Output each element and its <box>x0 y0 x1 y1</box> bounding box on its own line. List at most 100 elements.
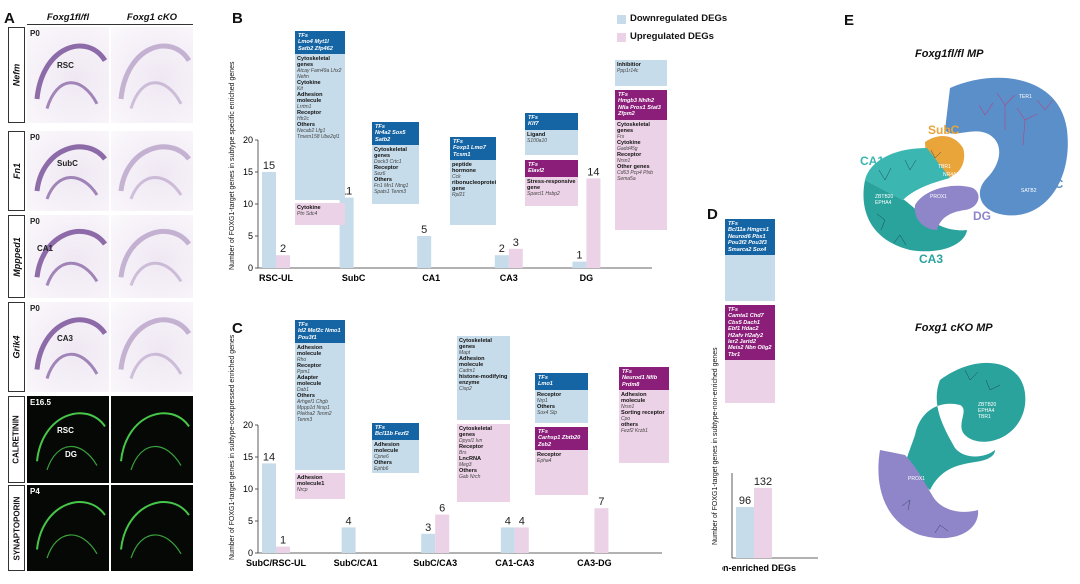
label-ctrl-rsc: RSC <box>1038 177 1064 191</box>
box-header: TFs Nr4a2 Sox5 Satb2 <box>372 122 419 146</box>
box-header: TFs Foxp1 Lmo7 Tcsm1 <box>450 137 496 161</box>
box-category: Others <box>374 177 393 184</box>
box-c-sca3-down: Cytoskeletal genes Mapt Adhesion molecule C… <box>457 336 510 420</box>
bar-data-label: 11 <box>341 186 352 198</box>
box-category: Cytokine <box>617 139 641 146</box>
box-category: Cytokine <box>297 205 321 211</box>
panel-a-row-gene: SYNAPTOPORIN <box>12 496 21 560</box>
bar-data-label: 14 <box>263 451 275 463</box>
bar-data-label: 6 <box>439 503 445 515</box>
box-category: Receptor <box>459 444 484 450</box>
panel-a-age: P4 <box>30 487 40 496</box>
box-header: TFs Neurod1 Nfib Prdm8 <box>619 367 669 391</box>
panel-a-image-ctrl: P4 <box>27 485 109 571</box>
box-header: TFs Id2 Mef2c Nmo1 Pou3f1 <box>295 320 345 344</box>
box-b-ca1-down: TFs Foxp1 Lmo7 Tcsm1 peptide hormone Cck rib… <box>450 137 496 225</box>
legend-swatch-down <box>617 15 626 24</box>
y-tick-label: 5 <box>248 516 253 526</box>
x-category-label: CA1 <box>422 273 440 283</box>
box-genes: Meg3 <box>459 462 472 468</box>
panel-e-title-cko: Foxg1 cKO MP <box>915 322 993 334</box>
box-category: Cytoskeletal genes <box>459 426 492 438</box>
box-category: Adhesion molecule <box>374 441 400 454</box>
label-cko-tbr1: TBR1 <box>978 414 991 420</box>
panel-a-age: P0 <box>30 217 40 226</box>
panel-a-col-cko: Foxg1 cKO <box>126 12 178 23</box>
box-category: Receptor <box>617 151 642 158</box>
x-category-label: SubC/CA3 <box>413 558 457 568</box>
panel-a-image-cko <box>111 485 193 571</box>
box-b-rsc-up: Cytokine Ptn Sdc4 <box>295 203 345 225</box>
box-category: Inhibitior <box>617 62 641 68</box>
box-genes: Lrrtm1 <box>297 104 312 111</box>
y-tick-label: 0 <box>248 263 253 273</box>
bar-data-label: 14 <box>587 166 599 178</box>
hippocampus-schematic-ctrl: SubC CA1 RSC DG CA3 TER1 TBR1 NR4A2 SATB… <box>860 77 1068 266</box>
legend-label-down: Downregulated DEGs <box>630 13 728 24</box>
box-genes: Sparcl1 Hsbp2 <box>527 190 560 197</box>
box-genes: Arhgef1 Chgb Mppp1d Nrsp1 Plekha2 Tenm2 … <box>297 399 332 424</box>
box-b-dg-down: Inhibitior Ppp1r14c <box>615 60 667 86</box>
panel-a-header-rule <box>27 24 193 25</box>
panel-e-letter: E <box>844 12 855 29</box>
panel-a-letter: A <box>4 10 15 27</box>
panel-a-region-label-2: DG <box>65 449 77 459</box>
box-genes: Dock3 Crtc1 <box>374 159 402 166</box>
hippocampus-schematic-cko: ZBTB20 EPHA4 TBR1 PROX1 <box>878 362 1026 539</box>
panel-a-age: P0 <box>30 29 40 38</box>
y-tick-label: 20 <box>243 420 253 430</box>
label-ctrl-subc: SubC <box>928 123 960 137</box>
box-b-ca3-up: TFs Elavl2 Stress-responsive gene Sparcl1 H… <box>525 160 578 206</box>
bar-down <box>572 261 587 268</box>
panel-a-image-cko <box>111 302 193 392</box>
box-b-subc-down: TFs Nr4a2 Sox5 Satb2 Cytoskeletal genes Doc… <box>372 122 419 204</box>
box-genes: Cck <box>452 174 461 181</box>
bar-data-label: 132 <box>754 476 772 488</box>
box-category: Others <box>459 468 478 474</box>
box-genes: Sez6 <box>374 171 386 178</box>
x-category-label: SubC/CA1 <box>334 558 378 568</box>
box-category: ribonucleoprotein gene <box>452 180 496 193</box>
bar-down <box>500 527 515 553</box>
box-category: LncRNA <box>459 456 482 462</box>
box-category: Others <box>374 459 393 466</box>
bar-data-label: 4 <box>519 515 525 527</box>
bar-up <box>514 527 529 553</box>
y-tick-label: 0 <box>248 548 253 558</box>
box-genes: Gadd45g <box>617 145 638 152</box>
box-genes: Cadm1 <box>459 368 476 374</box>
box-genes: Ptn Sdc4 <box>297 211 318 217</box>
box-category: Adhesion molecule <box>459 356 485 368</box>
box-b-ca3-down: TFs Klf7 Ligand S100a10 <box>525 113 578 155</box>
box-category: Adhesion molecule <box>297 92 323 105</box>
chart-c-ylabel: Number of FOXG1-target genes in subtype-… <box>229 334 236 560</box>
box-category: Adhesion molecule <box>297 345 323 358</box>
box-genes: Dpysl1 Ivn <box>459 438 483 444</box>
box-category: Receptor <box>537 452 562 459</box>
panel-a-image-cko <box>111 27 193 123</box>
box-category: Cytokine <box>297 80 321 87</box>
chart-b-ylabel: Number of FOXG1-target genes in subtype … <box>229 61 236 270</box>
label-cko-prox1: PROX1 <box>908 476 925 482</box>
label-cko-zbtb20: ZBTB20 <box>978 402 997 408</box>
box-category: Receptor <box>297 110 322 117</box>
box-d-down-header: TFs Bcl11a Hmgcs1 Neurod6 Pbx1 Pou3f2 Pou… <box>725 219 775 256</box>
bar-data-label: 3 <box>425 522 431 534</box>
box-category: Stress-responsive gene <box>527 178 576 191</box>
box-genes: Nrsn1 <box>617 157 631 164</box>
x-category-label: non-enriched DEGs <box>722 563 796 573</box>
bar-down <box>262 463 276 553</box>
panel-a-row-label: SYNAPTOPORIN <box>8 485 25 571</box>
box-category: Others <box>297 122 316 129</box>
bar-data-label: 2 <box>280 243 286 255</box>
box-category: Cytoskeletal genes <box>374 147 407 160</box>
box-c-cc-down: TFs Lmo1 Receptor Nrp1 Others Sox4 Slp <box>535 373 588 423</box>
box-genes: Brs <box>459 450 467 456</box>
box-category: Others <box>537 403 556 410</box>
label-ctrl-epha4: EPHA4 <box>875 200 892 206</box>
box-genes: Nrcp <box>297 487 308 493</box>
x-category-label: RSC-UL <box>259 273 293 283</box>
chart-c: 0 5 10 15 20 14 1 SubC/RSC-UL 4 SubC/CA1 36 SubC/CA… <box>243 420 662 568</box>
cko-fused-region <box>905 362 1026 490</box>
bar-data-label: 4 <box>346 515 352 527</box>
